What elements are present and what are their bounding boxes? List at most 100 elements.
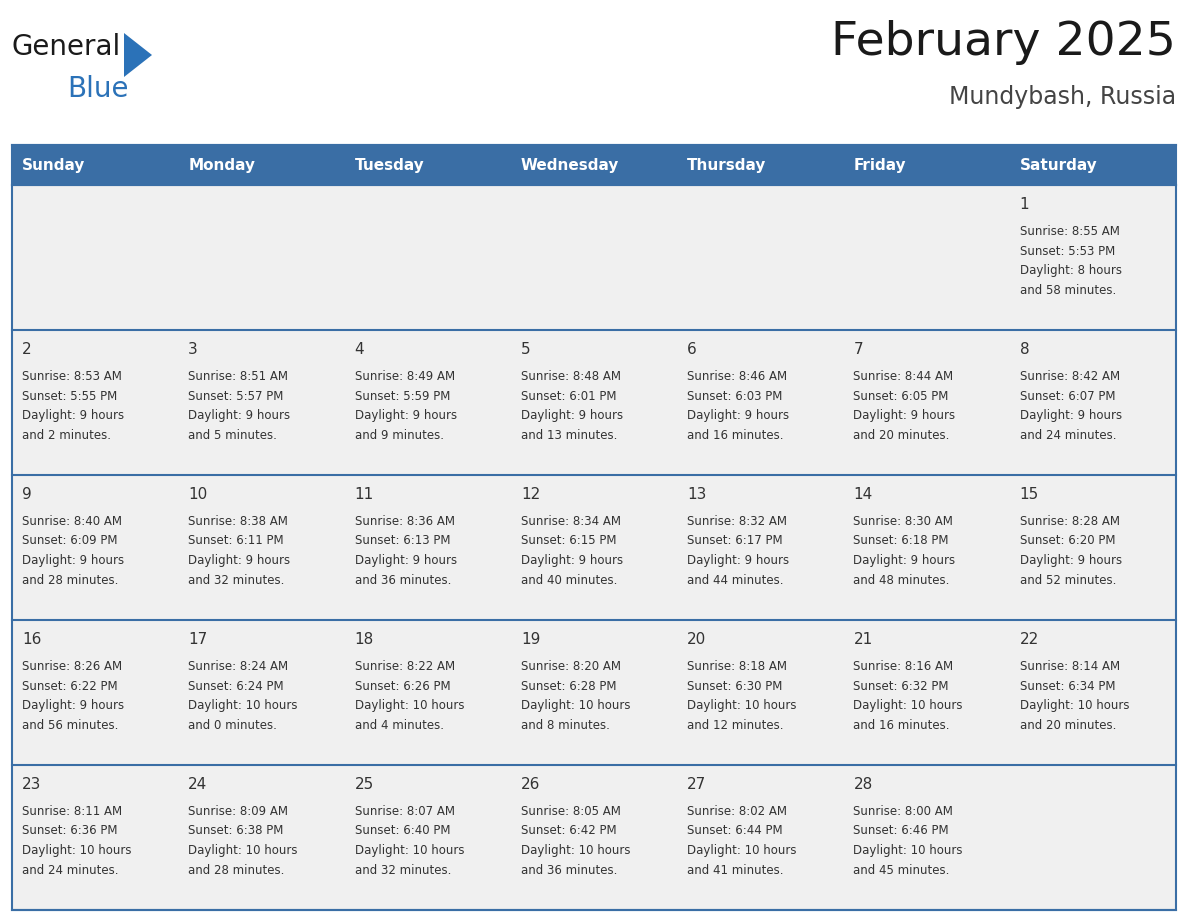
Text: Daylight: 10 hours: Daylight: 10 hours — [23, 844, 132, 857]
Text: Sunset: 6:44 PM: Sunset: 6:44 PM — [687, 824, 783, 837]
Text: Sunset: 5:57 PM: Sunset: 5:57 PM — [188, 389, 284, 402]
Polygon shape — [124, 33, 152, 77]
Text: Sunset: 6:01 PM: Sunset: 6:01 PM — [520, 389, 617, 402]
Text: Sunrise: 8:24 AM: Sunrise: 8:24 AM — [188, 660, 289, 673]
Text: Sunset: 6:34 PM: Sunset: 6:34 PM — [1019, 679, 1116, 692]
Text: Daylight: 10 hours: Daylight: 10 hours — [853, 844, 963, 857]
Text: Blue: Blue — [67, 75, 128, 103]
Text: Daylight: 9 hours: Daylight: 9 hours — [354, 554, 456, 567]
Text: Sunrise: 8:16 AM: Sunrise: 8:16 AM — [853, 660, 954, 673]
Text: Friday: Friday — [853, 158, 906, 173]
Text: 21: 21 — [853, 632, 873, 647]
Text: Daylight: 9 hours: Daylight: 9 hours — [853, 409, 955, 422]
Text: Daylight: 9 hours: Daylight: 9 hours — [687, 554, 789, 567]
Text: 24: 24 — [188, 777, 208, 792]
Text: Thursday: Thursday — [687, 158, 766, 173]
Text: 11: 11 — [354, 487, 374, 502]
Text: Sunrise: 8:11 AM: Sunrise: 8:11 AM — [23, 805, 122, 818]
Text: Sunrise: 8:05 AM: Sunrise: 8:05 AM — [520, 805, 621, 818]
Text: and 41 minutes.: and 41 minutes. — [687, 864, 784, 877]
Text: Daylight: 9 hours: Daylight: 9 hours — [188, 409, 290, 422]
Text: Saturday: Saturday — [1019, 158, 1098, 173]
Text: and 28 minutes.: and 28 minutes. — [188, 864, 285, 877]
Text: Sunset: 6:24 PM: Sunset: 6:24 PM — [188, 679, 284, 692]
Text: Sunrise: 8:26 AM: Sunrise: 8:26 AM — [23, 660, 122, 673]
Text: Sunrise: 8:51 AM: Sunrise: 8:51 AM — [188, 370, 289, 383]
Text: 14: 14 — [853, 487, 873, 502]
Text: Sunset: 5:59 PM: Sunset: 5:59 PM — [354, 389, 450, 402]
Text: and 8 minutes.: and 8 minutes. — [520, 719, 609, 732]
Text: and 5 minutes.: and 5 minutes. — [188, 429, 277, 442]
Text: 26: 26 — [520, 777, 541, 792]
Text: Sunset: 6:28 PM: Sunset: 6:28 PM — [520, 679, 617, 692]
Bar — [12, 620, 1176, 765]
Text: Daylight: 10 hours: Daylight: 10 hours — [354, 699, 465, 712]
Text: Sunrise: 8:22 AM: Sunrise: 8:22 AM — [354, 660, 455, 673]
Text: Sunrise: 8:48 AM: Sunrise: 8:48 AM — [520, 370, 621, 383]
Text: February 2025: February 2025 — [832, 20, 1176, 65]
Text: Sunset: 6:13 PM: Sunset: 6:13 PM — [354, 534, 450, 547]
Text: Sunrise: 8:49 AM: Sunrise: 8:49 AM — [354, 370, 455, 383]
Text: Sunset: 6:07 PM: Sunset: 6:07 PM — [1019, 389, 1116, 402]
Text: and 40 minutes.: and 40 minutes. — [520, 574, 618, 587]
Text: Sunrise: 8:32 AM: Sunrise: 8:32 AM — [687, 515, 788, 528]
Text: Sunrise: 8:53 AM: Sunrise: 8:53 AM — [23, 370, 122, 383]
Text: Daylight: 8 hours: Daylight: 8 hours — [1019, 264, 1121, 277]
Text: 4: 4 — [354, 342, 365, 357]
Text: and 16 minutes.: and 16 minutes. — [687, 429, 784, 442]
Text: Sunrise: 8:40 AM: Sunrise: 8:40 AM — [23, 515, 122, 528]
Text: Sunset: 6:09 PM: Sunset: 6:09 PM — [23, 534, 118, 547]
Text: 27: 27 — [687, 777, 707, 792]
Text: Sunset: 6:05 PM: Sunset: 6:05 PM — [853, 389, 949, 402]
Text: Sunset: 6:40 PM: Sunset: 6:40 PM — [354, 824, 450, 837]
Text: Daylight: 9 hours: Daylight: 9 hours — [23, 699, 124, 712]
Text: and 0 minutes.: and 0 minutes. — [188, 719, 277, 732]
Text: Daylight: 10 hours: Daylight: 10 hours — [853, 699, 963, 712]
Text: Daylight: 9 hours: Daylight: 9 hours — [687, 409, 789, 422]
Text: 3: 3 — [188, 342, 198, 357]
Text: Daylight: 9 hours: Daylight: 9 hours — [23, 554, 124, 567]
Text: Sunset: 6:17 PM: Sunset: 6:17 PM — [687, 534, 783, 547]
Text: Sunset: 6:30 PM: Sunset: 6:30 PM — [687, 679, 783, 692]
Text: Sunrise: 8:44 AM: Sunrise: 8:44 AM — [853, 370, 954, 383]
Text: Sunday: Sunday — [23, 158, 86, 173]
Text: Sunrise: 8:07 AM: Sunrise: 8:07 AM — [354, 805, 455, 818]
Text: and 56 minutes.: and 56 minutes. — [23, 719, 119, 732]
Text: Mundybash, Russia: Mundybash, Russia — [949, 85, 1176, 109]
Text: Sunrise: 8:34 AM: Sunrise: 8:34 AM — [520, 515, 621, 528]
Text: 23: 23 — [23, 777, 42, 792]
Text: Sunset: 6:46 PM: Sunset: 6:46 PM — [853, 824, 949, 837]
Text: General: General — [12, 33, 121, 61]
Text: Sunset: 6:20 PM: Sunset: 6:20 PM — [1019, 534, 1116, 547]
Text: Daylight: 10 hours: Daylight: 10 hours — [520, 699, 631, 712]
Text: Sunset: 6:26 PM: Sunset: 6:26 PM — [354, 679, 450, 692]
Text: Daylight: 10 hours: Daylight: 10 hours — [188, 844, 298, 857]
Text: Daylight: 10 hours: Daylight: 10 hours — [1019, 699, 1130, 712]
Text: 6: 6 — [687, 342, 697, 357]
Text: Wednesday: Wednesday — [520, 158, 619, 173]
Text: Sunset: 6:22 PM: Sunset: 6:22 PM — [23, 679, 118, 692]
Text: Sunrise: 8:28 AM: Sunrise: 8:28 AM — [1019, 515, 1120, 528]
Text: and 32 minutes.: and 32 minutes. — [188, 574, 285, 587]
Text: Sunrise: 8:00 AM: Sunrise: 8:00 AM — [853, 805, 953, 818]
Text: 9: 9 — [23, 487, 32, 502]
Text: 15: 15 — [1019, 487, 1040, 502]
Text: Sunset: 5:55 PM: Sunset: 5:55 PM — [23, 389, 118, 402]
Text: Sunrise: 8:42 AM: Sunrise: 8:42 AM — [1019, 370, 1120, 383]
Bar — [12, 185, 1176, 330]
Text: 8: 8 — [1019, 342, 1029, 357]
Text: 12: 12 — [520, 487, 541, 502]
Text: 17: 17 — [188, 632, 208, 647]
Text: Daylight: 9 hours: Daylight: 9 hours — [23, 409, 124, 422]
Bar — [12, 145, 1176, 185]
Text: and 48 minutes.: and 48 minutes. — [853, 574, 949, 587]
Text: and 58 minutes.: and 58 minutes. — [1019, 284, 1116, 297]
Text: Daylight: 10 hours: Daylight: 10 hours — [520, 844, 631, 857]
Text: Daylight: 10 hours: Daylight: 10 hours — [188, 699, 298, 712]
Text: and 36 minutes.: and 36 minutes. — [520, 864, 618, 877]
Text: 1: 1 — [1019, 197, 1029, 212]
Text: and 12 minutes.: and 12 minutes. — [687, 719, 784, 732]
Text: Sunset: 6:15 PM: Sunset: 6:15 PM — [520, 534, 617, 547]
Text: Daylight: 9 hours: Daylight: 9 hours — [853, 554, 955, 567]
Text: Daylight: 9 hours: Daylight: 9 hours — [520, 409, 623, 422]
